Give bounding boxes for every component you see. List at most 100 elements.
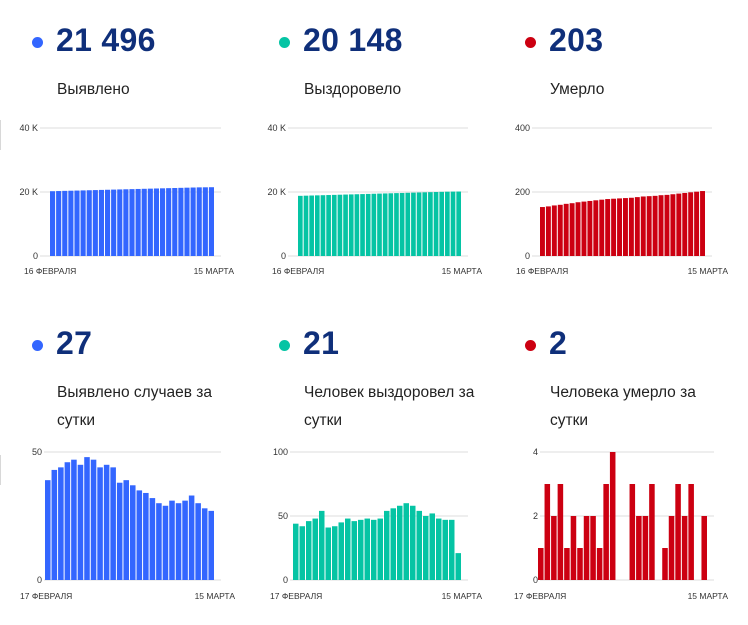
bar	[456, 191, 461, 256]
bar	[450, 191, 456, 256]
total-detected-value: 21 496	[56, 22, 156, 58]
bar	[433, 192, 439, 256]
bar	[84, 457, 90, 580]
bar	[90, 459, 97, 580]
daily-recovered-value: 21	[303, 325, 340, 361]
bar	[326, 195, 331, 256]
bar	[208, 510, 214, 580]
bar	[575, 202, 581, 256]
bar	[442, 519, 448, 580]
bar	[123, 480, 129, 580]
bar	[388, 193, 394, 256]
y-tick-label: 0	[281, 251, 286, 261]
bar	[557, 484, 564, 580]
bar	[364, 518, 370, 580]
bar	[583, 516, 590, 580]
bar	[609, 452, 616, 580]
bar	[649, 484, 655, 580]
bar	[416, 192, 422, 256]
bar	[623, 198, 628, 256]
bar	[130, 485, 136, 580]
y-tick-label: 0	[37, 575, 42, 585]
bar	[564, 548, 570, 580]
bar	[382, 193, 388, 256]
bar	[688, 484, 694, 580]
bar	[599, 199, 605, 256]
bar	[445, 191, 450, 256]
bar	[98, 189, 104, 256]
bar	[143, 492, 149, 580]
bar	[701, 516, 707, 580]
total-recovered-value: 20 148	[303, 22, 403, 58]
bar	[416, 510, 422, 580]
bar	[116, 482, 123, 580]
bar	[110, 467, 116, 580]
panel-header: 27 Выявлено случаев за сутки	[31, 303, 271, 429]
x-start-date-label: 16 ФЕВРАЛЯ	[272, 266, 324, 276]
bar	[74, 190, 80, 256]
y-tick-label: 2	[533, 511, 538, 521]
bar	[360, 194, 365, 256]
y-tick-label: 400	[515, 123, 530, 133]
bar	[390, 508, 396, 580]
x-end-date-label: 15 МАРТА	[688, 266, 729, 276]
series-dot-icon	[525, 340, 536, 351]
total-died-label: Умерло	[550, 81, 605, 98]
y-tick-label: 0	[525, 251, 530, 261]
bar	[603, 484, 609, 580]
bar	[105, 189, 111, 256]
bar	[45, 480, 51, 580]
bar	[293, 523, 299, 580]
bar	[68, 190, 74, 256]
bar	[428, 192, 433, 256]
bar	[309, 195, 314, 256]
bar	[611, 198, 617, 256]
bar	[338, 522, 344, 580]
daily-died-value: 2	[549, 325, 568, 361]
daily-detected-value: 27	[56, 325, 93, 361]
bar	[551, 205, 557, 256]
bar	[636, 516, 642, 580]
total-recovered-label: Выздоровело	[304, 81, 402, 98]
bar	[299, 526, 305, 580]
left-edge-divider	[0, 455, 1, 485]
series-dot-icon	[525, 37, 536, 48]
bar	[439, 191, 445, 256]
x-start-date-label: 17 ФЕВРАЛЯ	[514, 591, 566, 601]
bar	[664, 194, 670, 256]
bar	[314, 195, 320, 256]
bar	[577, 548, 583, 580]
bar	[411, 192, 416, 256]
bar	[345, 518, 351, 580]
daily-detected-label: Выявлено случаев за сутки	[57, 384, 213, 429]
y-tick-label: 40 K	[19, 123, 38, 133]
bar	[670, 194, 676, 256]
x-start-date-label: 16 ФЕВРАЛЯ	[24, 266, 76, 276]
bar	[658, 195, 664, 256]
chart-recovered_daily: 0 50 100 17 ФЕВРАЛЯ 15 МАРТА	[270, 447, 482, 601]
bar	[56, 191, 62, 256]
bar	[593, 200, 599, 256]
bar	[80, 190, 86, 256]
bar	[178, 187, 184, 256]
x-end-date-label: 15 МАРТА	[442, 591, 483, 601]
bar	[410, 505, 416, 580]
y-tick-label: 20 K	[19, 187, 38, 197]
y-tick-label: 0	[283, 575, 288, 585]
bar	[646, 196, 652, 256]
bar	[377, 193, 382, 256]
chart-recovered: 0 20 K 40 K 16 ФЕВРАЛЯ 15 МАРТА	[267, 123, 482, 276]
bar	[605, 199, 611, 256]
bar	[188, 495, 195, 580]
bar	[320, 195, 326, 256]
y-tick-label: 20 K	[267, 187, 286, 197]
chart-detected_daily: 0 50 17 ФЕВРАЛЯ 15 МАРТА	[20, 447, 235, 601]
panel-detected: 21 496 Выявлено	[31, 0, 271, 300]
total-died-value: 203	[549, 22, 604, 58]
y-tick-label: 0	[533, 575, 538, 585]
bar	[676, 193, 682, 256]
chart-died_daily: 0 2 4 17 ФЕВРАЛЯ 15 МАРТА	[514, 447, 728, 601]
x-end-date-label: 15 МАРТА	[688, 591, 729, 601]
panel-died: 203 Умерло	[524, 0, 748, 300]
